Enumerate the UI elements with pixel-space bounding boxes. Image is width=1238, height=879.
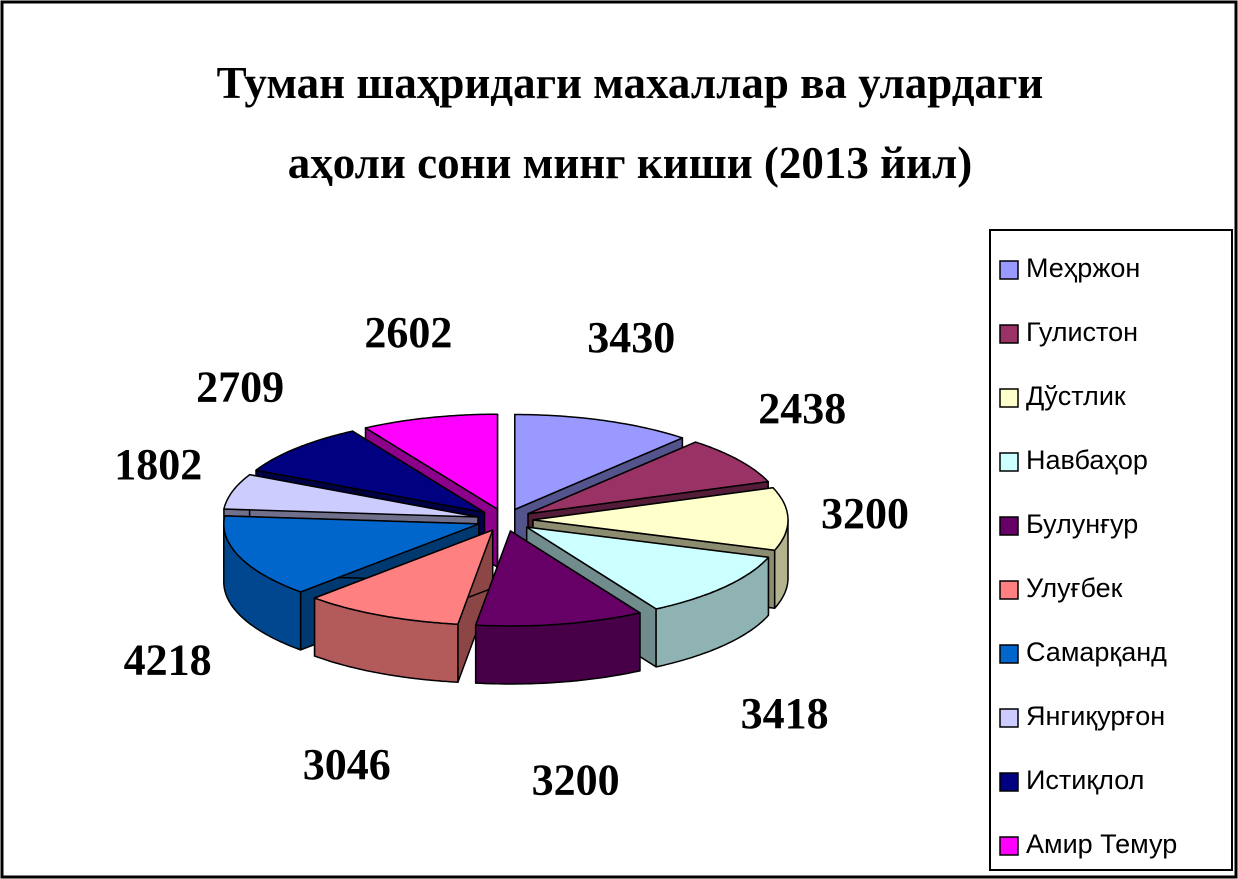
legend-label: Меҳржон (1026, 253, 1140, 283)
legend-label: Дўстлик (1026, 381, 1126, 411)
legend-swatch (999, 324, 1019, 344)
slice (364, 413, 499, 510)
data-label: 3200 (532, 755, 620, 804)
slice (527, 441, 769, 515)
legend-label: Амир Темур (1026, 829, 1177, 859)
slice (255, 430, 486, 514)
slice (525, 526, 770, 610)
legend-label: Янгиқурғон (1026, 701, 1165, 731)
legend-swatch (999, 836, 1019, 856)
data-label: 1802 (114, 440, 202, 489)
data-label: 4218 (124, 635, 212, 684)
legend-label: Истиқлол (1026, 765, 1144, 795)
slice (514, 413, 684, 511)
slice (223, 473, 479, 518)
data-label: 2438 (758, 384, 846, 433)
legend-label: Улуғбек (1026, 573, 1123, 603)
legend-label: Булунғур (1026, 509, 1138, 539)
legend-swatch (999, 644, 1019, 664)
data-label: 3046 (303, 740, 391, 789)
legend-swatch (999, 452, 1019, 472)
legend-label: Самарқанд (1026, 637, 1167, 667)
slice (223, 515, 480, 593)
legend-box (989, 229, 1233, 871)
legend-label: Навбаҳор (1026, 445, 1148, 475)
legend-swatch (999, 516, 1019, 536)
slice (532, 487, 789, 551)
legend-label: Гулистон (1026, 317, 1138, 347)
slice (474, 530, 641, 627)
chart-title: Туман шаҳридаги махаллар ва улардаги (217, 58, 1044, 108)
legend-swatch (999, 580, 1019, 600)
legend-swatch (999, 708, 1019, 728)
chart-title: аҳоли сони минг киши (2013 йил) (288, 138, 972, 188)
data-label: 3430 (587, 313, 675, 362)
legend-swatch (999, 388, 1019, 408)
slice (313, 529, 494, 625)
legend-swatch (999, 772, 1019, 792)
data-label: 2709 (196, 362, 284, 411)
data-label: 3200 (821, 489, 909, 538)
data-label: 3418 (741, 689, 829, 738)
data-label: 2602 (364, 308, 452, 357)
legend-swatch (999, 260, 1019, 280)
